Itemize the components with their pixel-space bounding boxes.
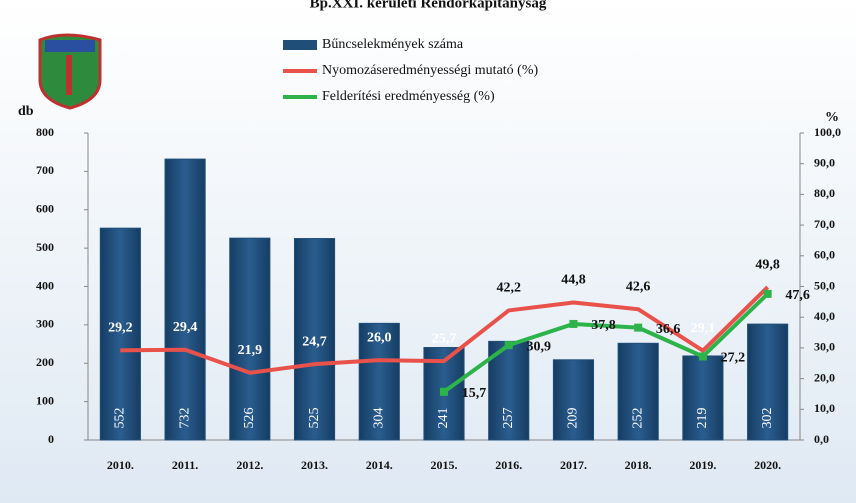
- bar-value-label: 732: [177, 408, 192, 429]
- legend-swatch: [283, 40, 317, 50]
- y-tick-label: 200: [36, 355, 54, 369]
- y-tick-label: 500: [36, 240, 54, 254]
- y2-tick-label: 80,0: [814, 186, 835, 200]
- x-tick-label: 2017.: [560, 458, 587, 472]
- line-value-label: 15,7: [462, 386, 487, 401]
- line-value-label: 42,2: [496, 281, 521, 296]
- y2-tick-label: 70,0: [814, 217, 835, 231]
- line-value-label: 21,9: [238, 343, 263, 358]
- y-tick-label: 300: [36, 317, 54, 331]
- bar-value-label: 302: [760, 408, 775, 429]
- x-tick-label: 2019.: [689, 458, 716, 472]
- point: [699, 352, 707, 360]
- line-value-label: 36,6: [656, 322, 681, 337]
- y-axis-label: db: [18, 104, 34, 119]
- y-tick-label: 700: [36, 163, 54, 177]
- y2-axis-label: %: [825, 110, 839, 125]
- y2-tick-label: 100,0: [814, 125, 841, 139]
- x-tick-label: 2011.: [172, 458, 198, 472]
- y2-tick-label: 60,0: [814, 248, 835, 262]
- point: [440, 388, 448, 396]
- x-tick-label: 2015.: [431, 458, 458, 472]
- line-value-label: 49,8: [755, 257, 780, 272]
- x-tick-label: 2014.: [366, 458, 393, 472]
- y2-tick-label: 10,0: [814, 401, 835, 415]
- x-tick-label: 2018.: [625, 458, 652, 472]
- x-tick-label: 2020.: [754, 458, 781, 472]
- y2-tick-label: 0,0: [814, 432, 829, 446]
- line-value-label: 27,2: [721, 351, 746, 366]
- bar-value-label: 525: [307, 408, 322, 429]
- logo: [40, 35, 100, 108]
- x-tick-label: 2012.: [236, 458, 263, 472]
- point: [505, 341, 513, 349]
- bar-value-label: 252: [630, 408, 645, 429]
- line-value-label: 30,9: [526, 339, 551, 354]
- point: [764, 290, 772, 298]
- bar-value-label: 241: [436, 408, 451, 429]
- x-tick-label: 2016.: [495, 458, 522, 472]
- bar-value-label: 552: [113, 408, 128, 429]
- y2-tick-label: 50,0: [814, 278, 835, 292]
- bar: [165, 159, 205, 440]
- line-value-label: 44,8: [561, 273, 586, 288]
- y-tick-label: 100: [36, 393, 54, 407]
- bar-value-label: 209: [566, 408, 581, 429]
- y2-tick-label: 90,0: [814, 155, 835, 169]
- line-value-label: 37,8: [591, 318, 616, 333]
- y2-tick-label: 30,0: [814, 340, 835, 354]
- chart-title: Bp.XXI. kerületi Rendőrkapitányság: [310, 0, 547, 11]
- bar-value-label: 526: [242, 408, 257, 429]
- chart: Bp.XXI. kerületi Rendőrkapitányság db % …: [0, 0, 856, 503]
- y2-tick-label: 40,0: [814, 309, 835, 323]
- line-value-label: 26,0: [367, 330, 392, 345]
- legend-label: Felderítési eredményesség (%): [322, 89, 495, 104]
- y2-tick-label: 20,0: [814, 370, 835, 384]
- point: [634, 324, 642, 332]
- line-value-label: 42,6: [626, 279, 651, 294]
- y-tick-label: 600: [36, 202, 54, 216]
- legend-label: Nyomozáseredményességi mutató (%): [322, 63, 538, 78]
- point: [569, 320, 577, 328]
- line-value-label: 24,7: [302, 334, 327, 349]
- line-value-label: 29,1: [691, 321, 716, 336]
- y-tick-label: 0: [48, 432, 54, 446]
- y-tick-label: 800: [36, 125, 54, 139]
- legend-label: Bűncselekmények száma: [322, 37, 464, 52]
- line-value-label: 25,7: [432, 331, 457, 346]
- bar-value-label: 219: [695, 408, 710, 429]
- x-tick-label: 2013.: [301, 458, 328, 472]
- bar-value-label: 257: [501, 408, 516, 429]
- line-value-label: 29,4: [173, 320, 198, 335]
- line-value-label: 29,2: [108, 321, 133, 336]
- line-value-label: 47,6: [785, 288, 810, 303]
- x-tick-label: 2010.: [107, 458, 134, 472]
- bar-value-label: 304: [371, 408, 386, 429]
- y-tick-label: 400: [36, 278, 54, 292]
